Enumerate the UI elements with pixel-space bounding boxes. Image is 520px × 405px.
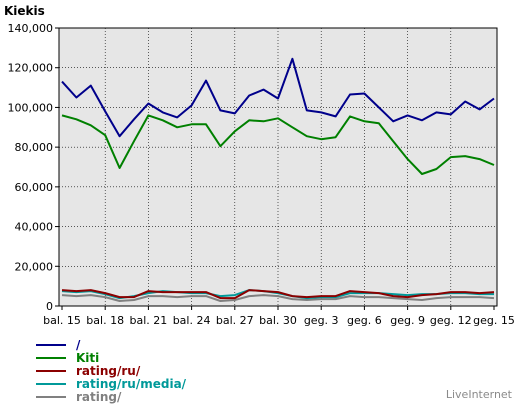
x-tick-labels: bal. 15 bal. 18 bal. 21 bal. 24 bal. 27 bal. … (43, 306, 515, 327)
legend-label: / (76, 338, 81, 352)
x-tick-label: geg. 9 (390, 314, 425, 327)
x-tick-label: bal. 30 (259, 314, 297, 327)
x-tick-label: geg. 12 (430, 314, 472, 327)
series-line-Kiti (61, 114, 495, 175)
series-line-root (61, 57, 495, 138)
series-line-rating-ru (61, 289, 495, 300)
x-tick-label: bal. 27 (216, 314, 254, 327)
y-tick-label: 140,000 (8, 22, 54, 35)
x-tick-label: geg. 3 (304, 314, 339, 327)
x-tick-label: bal. 24 (173, 314, 211, 327)
y-axis-title: Kiekis (4, 4, 45, 18)
y-tick-label: 80,000 (15, 141, 54, 154)
legend-label: rating/ru/media/ (76, 377, 187, 391)
y-tick-labels: 140,000 120,000 100,000 80,000 60,000 40,000 2… (8, 22, 59, 313)
x-tick-label: bal. 18 (86, 314, 124, 327)
series-line-rating (61, 294, 495, 302)
x-tick-label: geg. 6 (347, 314, 382, 327)
x-tick-label: geg. 15 (473, 314, 515, 327)
series-lines (61, 57, 495, 302)
y-tick-label: 20,000 (15, 260, 54, 273)
legend-label: Kiti (76, 351, 99, 365)
grid (59, 28, 497, 306)
watermark: LiveInternet (446, 388, 513, 401)
y-tick-label: 40,000 (15, 221, 54, 234)
x-tick-label: bal. 15 (43, 314, 81, 327)
legend-label: rating/ (76, 390, 122, 404)
x-tick-label: bal. 21 (130, 314, 168, 327)
legend-label: rating/ru/ (76, 364, 141, 378)
y-tick-label: 0 (46, 300, 53, 313)
y-tick-label: 60,000 (15, 181, 54, 194)
y-tick-label: 100,000 (8, 101, 54, 114)
y-tick-label: 120,000 (8, 62, 54, 75)
